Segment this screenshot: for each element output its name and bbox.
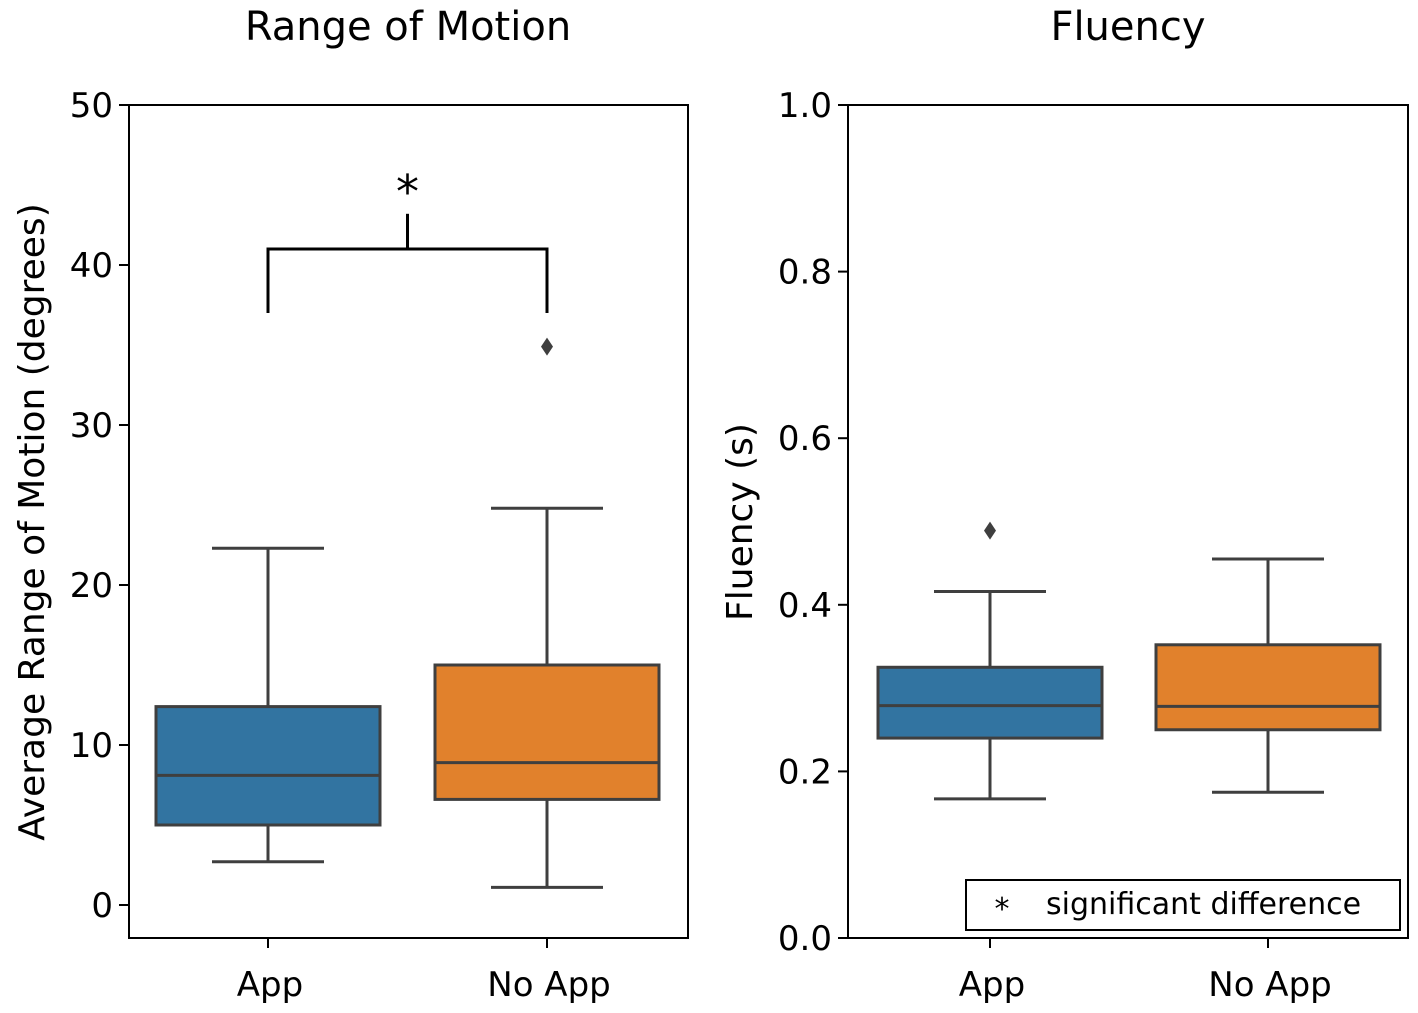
legend-label: significant difference [1046,887,1361,922]
x-tick-label: App [959,965,1025,1005]
y-tick-label: 30 [70,406,113,446]
y-axis: 0.0 0.2 0.4 0.6 0.8 1.0 [778,86,848,959]
plot-area [876,521,1382,801]
box-iqr [876,665,1104,740]
x-axis: App No App [237,938,611,1005]
y-axis-label: Fluency (s) [720,423,761,621]
panel-fluency: Fluency Fluency (s) 0.0 0.2 0.4 0.6 0.8 1.0 A… [720,4,1409,1005]
outlier-point [541,337,553,356]
y-tick-label: 10 [70,726,113,766]
y-tick-label: 20 [70,566,113,606]
box-iqr [1154,643,1382,732]
x-tick-label: App [237,965,303,1005]
legend: * significant difference [965,879,1401,931]
box-iqr [154,705,382,827]
outlier-point [984,521,996,540]
y-tick-label: 0.6 [778,419,832,459]
y-axis-label: Average Range of Motion (degrees) [12,203,53,840]
y-tick-label: 40 [70,246,113,286]
panel-title: Range of Motion [245,4,571,50]
axes-frame [847,104,1409,939]
y-tick-label: 0.0 [778,919,832,959]
x-tick-label: No App [1208,965,1331,1005]
panel-range-of-motion: Range of Motion Average Range of Motion … [12,4,689,1005]
box-no-app [433,337,661,889]
significance-marker: * [396,165,419,219]
box-iqr [433,663,661,801]
axes-frame [128,104,689,939]
panel-title: Fluency [1050,4,1205,50]
y-tick-label: 0.8 [778,253,832,293]
y-tick-label: 50 [70,86,113,126]
y-tick-label: 0.2 [778,752,832,792]
box-no-app [1154,557,1382,794]
y-tick-label: 1.0 [778,86,832,126]
bracket-line [266,247,549,313]
box-app [154,546,382,864]
legend-symbol: * [995,892,1010,927]
legend-frame [965,879,1401,931]
y-tick-label: 0 [91,886,113,926]
significance-bracket: * [266,165,549,313]
plot-area [154,337,661,889]
y-tick-label: 0.4 [778,586,832,626]
box-app [876,521,1104,801]
x-axis: App No App [959,938,1332,1005]
y-axis: 0 10 20 30 40 50 [70,86,129,926]
x-tick-label: No App [487,965,610,1005]
